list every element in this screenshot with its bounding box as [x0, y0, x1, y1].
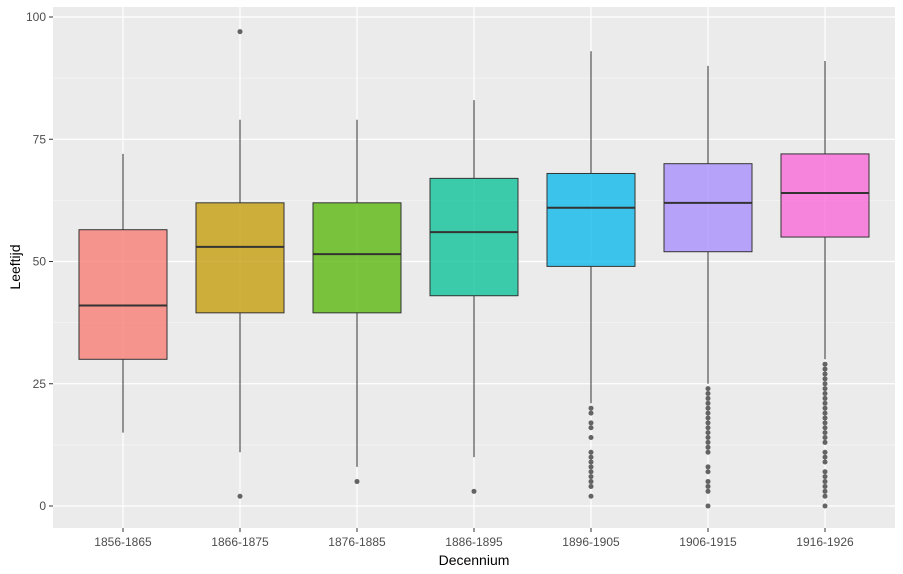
box-iqr — [663, 163, 753, 253]
box-iqr — [78, 229, 168, 360]
outlier-point — [705, 449, 711, 455]
outlier-point — [471, 488, 477, 494]
box-1906-1915 — [663, 65, 753, 509]
outlier-point — [822, 376, 828, 382]
outlier-point — [237, 29, 243, 35]
outlier-point — [822, 405, 828, 411]
outlier-point — [705, 410, 711, 416]
outlier-point — [822, 366, 828, 372]
outlier-point — [822, 420, 828, 426]
box-1866-1875 — [195, 29, 285, 499]
x-tick-label: 1866-1875 — [211, 535, 269, 549]
outlier-point — [705, 483, 711, 489]
outlier-point — [822, 435, 828, 441]
outlier-point — [588, 469, 594, 475]
outlier-point — [237, 493, 243, 499]
outlier-point — [705, 391, 711, 397]
outlier-point — [822, 479, 828, 485]
outlier-point — [588, 420, 594, 426]
box-iqr — [780, 153, 870, 238]
box-iqr — [312, 202, 402, 314]
y-tick-label: 25 — [33, 377, 47, 391]
outlier-point — [588, 410, 594, 416]
outlier-point — [822, 493, 828, 499]
x-axis: 1856-1865 1866-1875 1876-1885 1886-1895 1896… — [94, 528, 854, 549]
outlier-point — [588, 483, 594, 489]
outlier-point — [705, 415, 711, 421]
outlier-point — [705, 435, 711, 441]
outlier-point — [705, 425, 711, 431]
outlier-point — [822, 439, 828, 445]
outlier-point — [588, 435, 594, 441]
outlier-point — [705, 464, 711, 470]
outlier-point — [588, 425, 594, 431]
outlier-point — [822, 488, 828, 494]
y-axis: 0 25 50 75 100 — [26, 10, 53, 513]
outlier-point — [588, 454, 594, 460]
box-1876-1885 — [312, 119, 402, 485]
outlier-point — [705, 444, 711, 450]
outlier-point — [705, 405, 711, 411]
outlier-point — [822, 410, 828, 416]
x-tick-label: 1896-1905 — [562, 535, 620, 549]
outlier-point — [822, 400, 828, 406]
outlier-point — [822, 391, 828, 397]
box-1856-1865 — [78, 153, 168, 433]
y-tick-label: 75 — [33, 132, 47, 146]
y-tick-label: 0 — [39, 499, 46, 513]
box-iqr — [429, 177, 519, 297]
outlier-point — [705, 386, 711, 392]
outlier-point — [588, 449, 594, 455]
outlier-point — [705, 430, 711, 436]
outlier-point — [705, 469, 711, 475]
outlier-point — [822, 430, 828, 436]
outlier-point — [822, 425, 828, 431]
y-tick-label: 50 — [33, 255, 47, 269]
outlier-point — [705, 488, 711, 494]
x-tick-label: 1916-1926 — [796, 535, 854, 549]
x-tick-label: 1886-1895 — [445, 535, 503, 549]
x-tick-label: 1856-1865 — [94, 535, 152, 549]
outlier-point — [822, 381, 828, 387]
outlier-point — [588, 459, 594, 465]
outlier-point — [705, 439, 711, 445]
outlier-point — [705, 503, 711, 509]
y-tick-label: 100 — [26, 10, 46, 24]
y-axis-title: Leeftijd — [7, 244, 23, 289]
outlier-point — [822, 503, 828, 509]
boxes — [78, 29, 870, 509]
box-iqr — [195, 202, 285, 314]
outlier-point — [822, 415, 828, 421]
outlier-point — [588, 479, 594, 485]
outlier-point — [822, 386, 828, 392]
box-1886-1895 — [429, 100, 519, 494]
outlier-point — [705, 395, 711, 401]
box-1916-1926 — [780, 61, 870, 509]
outlier-point — [822, 459, 828, 465]
outlier-point — [588, 405, 594, 411]
outlier-point — [705, 420, 711, 426]
outlier-point — [354, 479, 360, 485]
outlier-point — [822, 483, 828, 489]
outlier-point — [705, 400, 711, 406]
box-1896-1905 — [546, 51, 636, 499]
outlier-point — [588, 493, 594, 499]
x-tick-label: 1876-1885 — [328, 535, 386, 549]
outlier-point — [822, 469, 828, 475]
outlier-point — [822, 474, 828, 480]
outlier-point — [822, 454, 828, 460]
x-axis-title: Decennium — [439, 552, 510, 568]
outlier-point — [588, 474, 594, 480]
x-tick-label: 1906-1915 — [679, 535, 737, 549]
outlier-point — [822, 449, 828, 455]
outlier-point — [588, 464, 594, 470]
outlier-point — [822, 395, 828, 401]
outlier-point — [822, 361, 828, 367]
box-iqr — [546, 172, 636, 267]
outlier-point — [822, 371, 828, 377]
outlier-point — [705, 479, 711, 485]
